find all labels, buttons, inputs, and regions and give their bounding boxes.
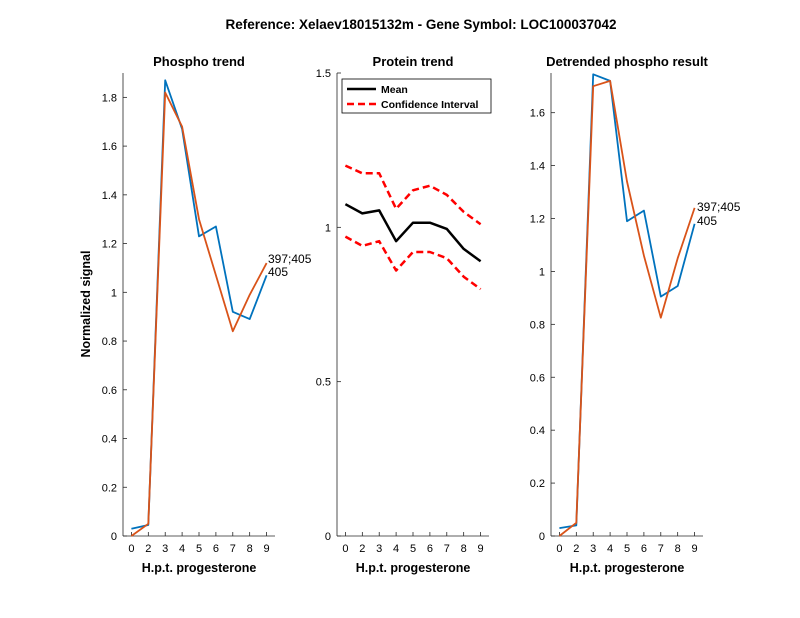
y-tick-label: 1 xyxy=(325,222,331,234)
x-tick-label: 5 xyxy=(624,543,630,555)
x-tick-label: 2 xyxy=(359,543,365,555)
y-tick-label: 1 xyxy=(539,266,545,278)
series-line-397-405 xyxy=(558,80,696,537)
y-tick-label: 0.6 xyxy=(102,385,117,397)
panel-phospho-trend: Phospho trend 0 0.2 0.4 0.6 0.8 1 1.2 1.4 1.6 1.8… xyxy=(79,54,312,575)
y-tick-label: 1.5 xyxy=(316,68,331,80)
y-tick-label: 0.6 xyxy=(530,372,545,384)
x-axis-label: H.p.t. progesterone xyxy=(142,561,257,575)
x-tick-label: 2 xyxy=(145,543,151,555)
x-tick-label: 0 xyxy=(556,543,562,555)
y-tick-label: 0 xyxy=(539,531,545,543)
y-tick-label: 0.4 xyxy=(530,425,545,437)
y-tick-label: 1.2 xyxy=(102,239,117,251)
y-tick-label: 1.6 xyxy=(530,108,545,120)
y-tick-label: 0 xyxy=(111,531,117,543)
legend: Mean Confidence Interval xyxy=(341,78,492,114)
series-line-mean xyxy=(344,203,482,263)
series-line-confidence-interval xyxy=(344,164,482,226)
x-tick-label: 3 xyxy=(162,543,168,555)
legend-label-confidence-interval: Confidence Interval xyxy=(381,99,479,111)
y-tick-label: 0 xyxy=(325,531,331,543)
x-tick-label: 4 xyxy=(179,543,185,555)
x-tick-label: 9 xyxy=(263,543,269,555)
y-axis-label: Normalized signal xyxy=(79,251,93,358)
x-tick-label: 5 xyxy=(410,543,416,555)
panel-title: Protein trend xyxy=(373,54,454,69)
series-annotation-405: 405 xyxy=(268,265,288,279)
panel-detrended-phospho-result: Detrended phospho result 0 0.2 0.4 0.6 0.8 1 1… xyxy=(530,54,741,575)
x-tick-label: 3 xyxy=(590,543,596,555)
x-tick-label: 6 xyxy=(427,543,433,555)
x-tick-label: 9 xyxy=(691,543,697,555)
series-annotation-405: 405 xyxy=(697,214,717,228)
x-tick-label: 3 xyxy=(376,543,382,555)
series-annotation-397-405: 397;405 xyxy=(697,200,741,214)
y-tick-label: 0.8 xyxy=(102,336,117,348)
y-tick-label: 0.2 xyxy=(102,482,117,494)
panel-title: Phospho trend xyxy=(153,54,245,69)
x-axis-label: H.p.t. progesterone xyxy=(356,561,471,575)
x-tick-label: 7 xyxy=(444,543,450,555)
figure-title: Reference: Xelaev18015132m - Gene Symbol… xyxy=(226,17,617,32)
x-tick-label: 9 xyxy=(477,543,483,555)
x-tick-label: 7 xyxy=(230,543,236,555)
plot-area: 00.20.40.60.811.21.41.60 2 3 4 5 6 7 8 9 xyxy=(530,73,703,555)
y-tick-label: 0.8 xyxy=(530,319,545,331)
x-tick-label: 8 xyxy=(247,543,253,555)
panel-title: Detrended phospho result xyxy=(546,54,708,69)
x-tick-label: 8 xyxy=(461,543,467,555)
y-tick-label: 0.4 xyxy=(102,434,117,446)
y-tick-label: 1.4 xyxy=(530,161,545,173)
y-tick-label: 1 xyxy=(111,287,117,299)
x-tick-label: 5 xyxy=(196,543,202,555)
x-tick-label: 8 xyxy=(675,543,681,555)
x-tick-label: 7 xyxy=(658,543,664,555)
series-annotation-397-405: 397;405 xyxy=(268,252,312,266)
x-tick-label: 6 xyxy=(213,543,219,555)
x-tick-label: 6 xyxy=(641,543,647,555)
plot-area: 00.511.50 2 3 4 5 6 7 8 9 xyxy=(316,68,489,555)
y-tick-label: 1.4 xyxy=(102,190,117,202)
x-tick-label: 2 xyxy=(573,543,579,555)
y-tick-label: 1.8 xyxy=(102,92,117,104)
legend-box xyxy=(341,78,492,114)
plot-area: 00.20.40.60.811.21.41.61.80 2 3 4 5 6 7 8 9 xyxy=(102,73,275,555)
panel-protein-trend: Protein trend 00.511.50 2 3 4 5 6 7 8 9 H.p.t. p… xyxy=(316,54,492,575)
y-tick-label: 1.6 xyxy=(102,141,117,153)
y-tick-label: 0.2 xyxy=(530,478,545,490)
x-tick-label: 4 xyxy=(393,543,399,555)
series-line-confidence-interval xyxy=(344,235,482,291)
series-line-397-405 xyxy=(130,91,268,537)
x-tick-label: 0 xyxy=(128,543,134,555)
x-tick-label: 0 xyxy=(342,543,348,555)
x-tick-label: 4 xyxy=(607,543,613,555)
legend-label-mean: Mean xyxy=(381,84,408,96)
x-axis-label: H.p.t. progesterone xyxy=(570,561,685,575)
y-tick-label: 0.5 xyxy=(316,377,331,389)
y-tick-label: 1.2 xyxy=(530,214,545,226)
